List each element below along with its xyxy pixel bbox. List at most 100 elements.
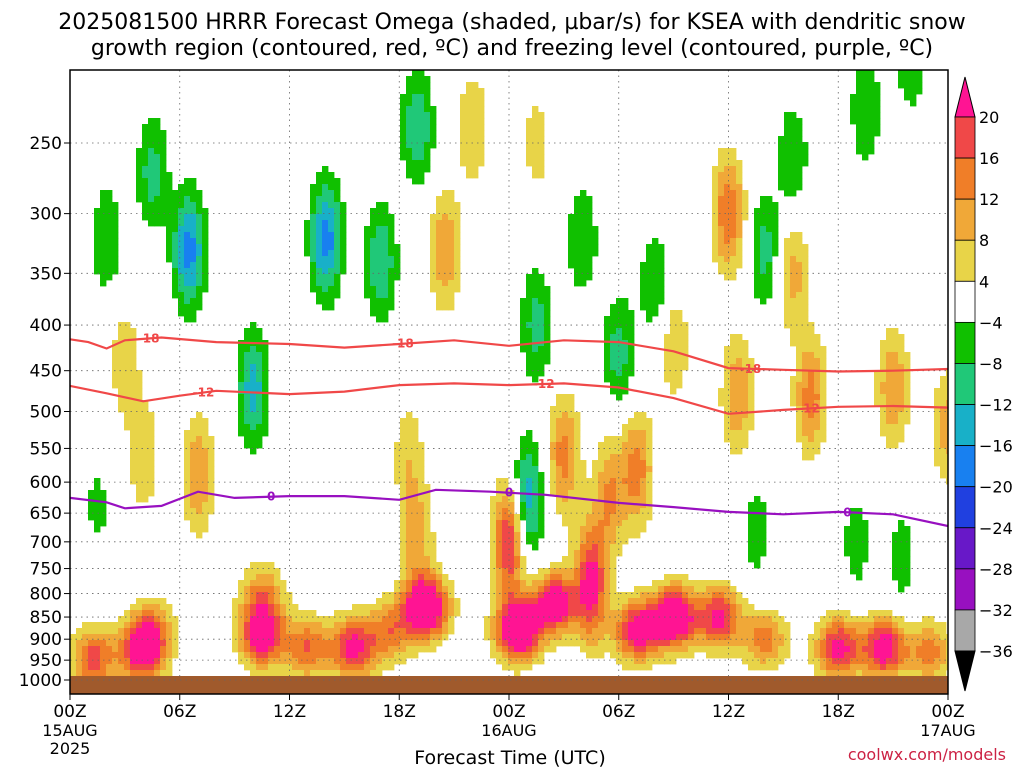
omega-cell bbox=[196, 244, 203, 251]
omega-cell bbox=[748, 400, 755, 407]
omega-cell bbox=[526, 430, 533, 437]
omega-cell bbox=[310, 250, 317, 257]
omega-cell bbox=[706, 598, 713, 605]
omega-cell bbox=[136, 436, 143, 443]
omega-cell bbox=[184, 454, 191, 461]
omega-cell bbox=[886, 670, 893, 677]
omega-cell bbox=[898, 436, 905, 443]
omega-cell bbox=[712, 226, 719, 233]
omega-cell bbox=[250, 352, 257, 359]
omega-cell bbox=[664, 646, 671, 653]
credit-link[interactable]: coolwx.com/models bbox=[848, 745, 1006, 764]
omega-cell bbox=[862, 526, 869, 533]
omega-cell bbox=[868, 124, 875, 131]
omega-cell bbox=[424, 520, 431, 527]
omega-cell bbox=[880, 622, 887, 629]
omega-cell bbox=[544, 622, 551, 629]
omega-cell bbox=[628, 472, 635, 479]
omega-cell bbox=[526, 274, 533, 281]
omega-cell bbox=[88, 622, 95, 629]
omega-cell bbox=[568, 562, 575, 569]
omega-cell bbox=[610, 604, 617, 611]
omega-cell bbox=[778, 634, 785, 641]
omega-cell bbox=[472, 154, 479, 161]
omega-cell bbox=[454, 244, 461, 251]
omega-cell bbox=[442, 220, 449, 227]
omega-cell bbox=[544, 310, 551, 317]
omega-cell bbox=[928, 640, 935, 647]
omega-cell bbox=[244, 352, 251, 359]
omega-cell bbox=[172, 226, 179, 233]
omega-cell bbox=[502, 562, 509, 569]
omega-cell bbox=[670, 592, 677, 599]
omega-cell bbox=[706, 652, 713, 659]
omega-cell bbox=[322, 670, 329, 677]
omega-cell bbox=[862, 658, 869, 665]
omega-cell bbox=[682, 616, 689, 623]
omega-cell bbox=[316, 202, 323, 209]
omega-cell bbox=[142, 202, 149, 209]
omega-cell bbox=[298, 658, 305, 665]
omega-cell bbox=[586, 640, 593, 647]
omega-cell bbox=[244, 400, 251, 407]
omega-cell bbox=[796, 298, 803, 305]
omega-cell bbox=[334, 280, 341, 287]
omega-cell bbox=[946, 382, 948, 389]
omega-cell bbox=[814, 634, 821, 641]
omega-cell bbox=[154, 616, 161, 623]
omega-cell bbox=[844, 544, 851, 551]
omega-cell bbox=[628, 430, 635, 437]
omega-cell bbox=[526, 280, 533, 287]
omega-cell bbox=[136, 442, 143, 449]
omega-cell bbox=[772, 214, 779, 221]
omega-cell bbox=[334, 292, 341, 299]
omega-cell bbox=[130, 604, 137, 611]
omega-cell bbox=[238, 586, 245, 593]
omega-cell bbox=[280, 592, 287, 599]
omega-cell bbox=[436, 298, 443, 305]
omega-cell bbox=[280, 580, 287, 587]
omega-cell bbox=[862, 544, 869, 551]
omega-cell bbox=[202, 280, 209, 287]
omega-cell bbox=[730, 358, 737, 365]
omega-cell bbox=[946, 418, 948, 425]
omega-cell bbox=[514, 574, 521, 581]
omega-cell bbox=[160, 154, 167, 161]
omega-cell bbox=[418, 130, 425, 137]
omega-cell bbox=[112, 658, 119, 665]
omega-cell bbox=[622, 466, 629, 473]
omega-cell bbox=[88, 640, 95, 647]
omega-cell bbox=[262, 376, 269, 383]
omega-cell bbox=[862, 136, 869, 143]
omega-cell bbox=[676, 364, 683, 371]
omega-cell bbox=[634, 442, 641, 449]
omega-cell bbox=[244, 376, 251, 383]
omega-cell bbox=[742, 430, 749, 437]
omega-cell bbox=[154, 220, 161, 227]
omega-cell bbox=[130, 334, 137, 341]
omega-cell bbox=[730, 172, 737, 179]
omega-cell bbox=[640, 610, 647, 617]
omega-cell bbox=[628, 364, 635, 371]
omega-cell bbox=[826, 652, 833, 659]
omega-cell bbox=[712, 622, 719, 629]
omega-cell bbox=[856, 574, 863, 581]
omega-cell bbox=[580, 556, 587, 563]
omega-cell bbox=[526, 628, 533, 635]
omega-cell bbox=[856, 550, 863, 557]
omega-cell bbox=[196, 280, 203, 287]
omega-cell bbox=[880, 424, 887, 431]
omega-cell bbox=[754, 514, 761, 521]
omega-cell bbox=[280, 670, 287, 677]
omega-cell bbox=[556, 430, 563, 437]
omega-cell bbox=[112, 340, 119, 347]
omega-cell bbox=[448, 580, 455, 587]
omega-cell bbox=[166, 628, 173, 635]
omega-cell bbox=[526, 466, 533, 473]
omega-cell bbox=[676, 328, 683, 335]
omega-cell bbox=[526, 622, 533, 629]
omega-cell bbox=[88, 514, 95, 521]
omega-cell bbox=[82, 622, 89, 629]
omega-cell bbox=[430, 232, 437, 239]
omega-cell bbox=[418, 106, 425, 113]
